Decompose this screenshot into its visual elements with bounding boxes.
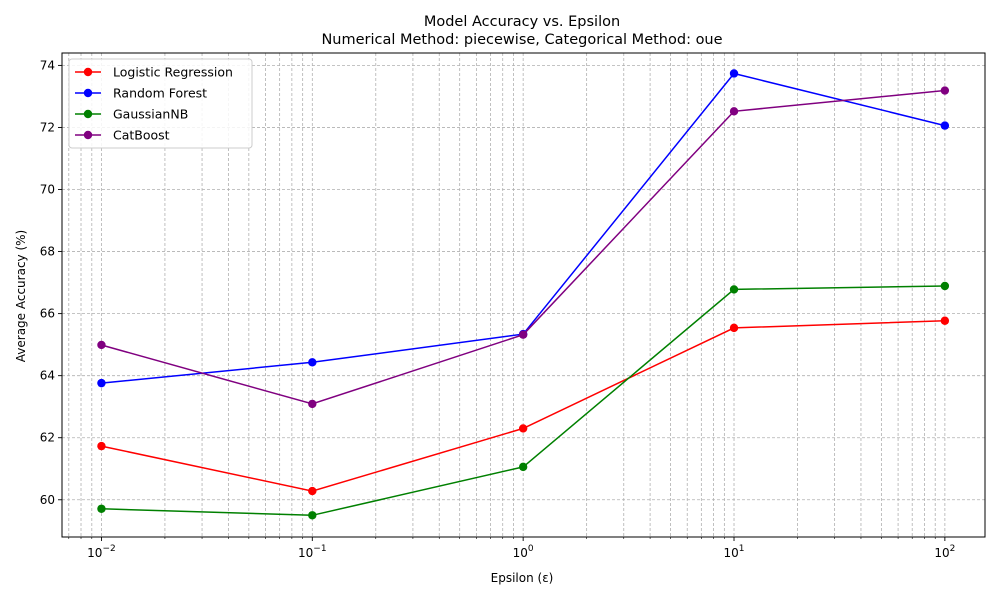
- y-tick-label: 68: [40, 245, 55, 259]
- x-axis-label: Epsilon (ε): [491, 571, 554, 585]
- y-tick-label: 72: [40, 120, 55, 134]
- data-point: [308, 486, 317, 496]
- legend-label: GaussianNB: [113, 107, 188, 122]
- y-tick-label: 64: [40, 369, 55, 383]
- data-point: [518, 330, 528, 339]
- data-point: [518, 462, 528, 472]
- data-point: [97, 378, 106, 388]
- grid: [62, 53, 985, 537]
- data-point: [940, 316, 950, 325]
- data-point: [729, 69, 739, 78]
- y-tick-label: 62: [40, 431, 55, 445]
- data-point: [518, 424, 528, 433]
- x-tick-label: 10−2: [87, 544, 116, 560]
- y-tick-label: 66: [40, 307, 55, 321]
- legend-frame: [68, 58, 253, 149]
- legend-label: Random Forest: [113, 86, 207, 101]
- chart-title: Model Accuracy vs. Epsilon: [424, 14, 620, 30]
- x-tick-label: 101: [724, 544, 745, 560]
- data-point: [97, 441, 106, 451]
- legend-label: Logistic Regression: [113, 65, 233, 80]
- y-axis-label: Average Accuracy (%): [14, 230, 28, 362]
- legend-swatch-marker: [83, 88, 93, 98]
- data-point: [308, 358, 317, 367]
- x-tick-label: 10−1: [298, 544, 327, 560]
- legend: Logistic Regression Random Forest Gaussian…: [68, 58, 253, 149]
- x-tick-label: 100: [513, 544, 534, 560]
- y-tick-label: 70: [40, 183, 55, 197]
- legend-label: CatBoost: [113, 128, 170, 143]
- chart-subtitle: Numerical Method: piecewise, Categorical…: [321, 32, 722, 48]
- data-point: [729, 107, 739, 116]
- y-tick-label: 60: [40, 493, 55, 507]
- axis-ticks: 60 62 64 66 68 70 72 74 10−2 10−1 100 101 102: [40, 58, 956, 560]
- data-point: [308, 511, 317, 520]
- series-lines: [97, 69, 950, 520]
- data-point: [940, 86, 950, 95]
- data-point: [308, 399, 317, 409]
- x-tick-label: 102: [934, 544, 955, 560]
- data-point: [729, 285, 739, 294]
- data-point: [97, 340, 106, 350]
- data-point: [97, 504, 106, 513]
- data-point: [940, 281, 950, 291]
- legend-swatch-marker: [83, 109, 93, 119]
- legend-swatch-marker: [83, 130, 93, 140]
- legend-swatch-marker: [83, 67, 93, 77]
- data-point: [940, 121, 950, 130]
- data-point: [729, 323, 739, 333]
- y-tick-label: 74: [40, 58, 55, 72]
